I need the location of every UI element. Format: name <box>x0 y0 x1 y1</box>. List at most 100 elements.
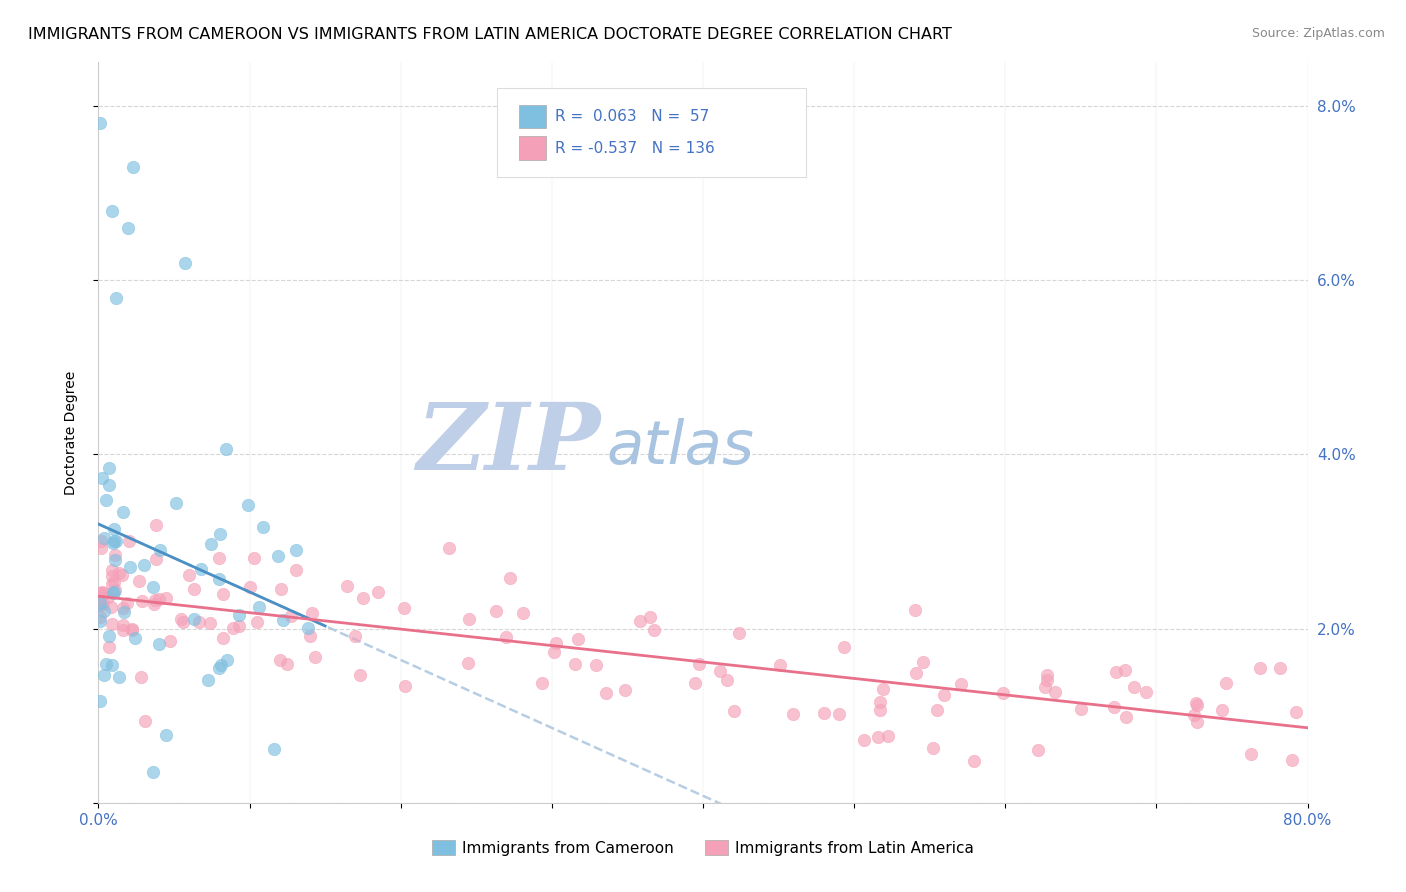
Point <box>89 596 111 610</box>
Point <box>215 653 238 667</box>
Point <box>499 571 522 585</box>
Point <box>93 668 115 682</box>
Point <box>1215 675 1237 690</box>
Point <box>90 471 112 485</box>
Point <box>121 623 143 637</box>
Point <box>270 582 292 596</box>
Point <box>866 730 889 744</box>
Point <box>98 640 121 654</box>
Point <box>134 714 156 729</box>
Point <box>263 741 285 756</box>
Point <box>143 593 166 607</box>
Point <box>200 537 222 551</box>
Point <box>155 728 177 742</box>
Point <box>111 568 134 582</box>
Point <box>212 587 235 601</box>
Point <box>904 666 927 681</box>
Text: ZIP: ZIP <box>416 399 600 489</box>
Point <box>89 586 111 600</box>
Point <box>208 550 231 565</box>
Point <box>208 661 231 675</box>
Point <box>252 520 274 534</box>
Point <box>709 665 731 679</box>
Point <box>922 741 945 756</box>
Point <box>304 649 326 664</box>
Point <box>197 673 219 687</box>
Point <box>567 632 589 647</box>
Point <box>991 686 1014 700</box>
Point <box>159 633 181 648</box>
Point <box>963 754 986 768</box>
Point <box>90 585 112 599</box>
Point <box>115 596 138 610</box>
Point <box>155 591 177 605</box>
Point <box>1281 753 1303 767</box>
Point <box>904 603 927 617</box>
Point <box>236 498 259 512</box>
Point <box>530 676 553 690</box>
Point <box>485 603 508 617</box>
Point <box>1026 742 1049 756</box>
Point <box>869 695 891 709</box>
Point <box>716 673 738 687</box>
Point <box>94 657 117 671</box>
Point <box>1070 702 1092 716</box>
Point <box>97 629 120 643</box>
Point <box>89 610 111 624</box>
Point <box>89 593 111 607</box>
Point <box>209 527 232 541</box>
Point <box>100 203 122 218</box>
Point <box>280 609 302 624</box>
Point <box>932 688 955 702</box>
Point <box>112 617 135 632</box>
Point <box>105 534 128 549</box>
Point <box>343 629 366 643</box>
FancyBboxPatch shape <box>498 88 806 178</box>
Point <box>1036 673 1059 688</box>
Point <box>299 629 322 643</box>
Y-axis label: Doctorate Degree: Doctorate Degree <box>63 370 77 495</box>
Point <box>1284 705 1306 719</box>
Point <box>145 552 167 566</box>
Point <box>949 676 972 690</box>
Point <box>1102 700 1125 714</box>
Point <box>93 531 115 545</box>
Point <box>297 621 319 635</box>
Point <box>103 584 125 599</box>
Point <box>108 670 131 684</box>
Point <box>301 606 323 620</box>
Point <box>872 681 894 696</box>
Point <box>1115 710 1137 724</box>
Point <box>98 461 121 475</box>
Point <box>89 597 111 611</box>
Point <box>349 667 371 681</box>
Point <box>832 640 855 654</box>
Point <box>101 658 124 673</box>
Point <box>276 657 298 672</box>
Point <box>284 543 307 558</box>
Point <box>174 256 197 270</box>
Point <box>209 658 232 673</box>
Point <box>112 505 135 519</box>
Point <box>221 621 243 635</box>
Point <box>630 614 652 628</box>
Point <box>246 615 269 629</box>
FancyBboxPatch shape <box>519 104 546 128</box>
Point <box>911 655 934 669</box>
Point <box>149 543 172 558</box>
Point <box>104 548 127 562</box>
Point <box>90 541 112 555</box>
Point <box>112 605 135 619</box>
Point <box>148 637 170 651</box>
Point <box>495 631 517 645</box>
Point <box>93 586 115 600</box>
Point <box>129 670 152 684</box>
Point <box>121 160 143 174</box>
Point <box>101 568 124 582</box>
Point <box>212 631 235 645</box>
Point <box>1182 708 1205 723</box>
Legend: Immigrants from Cameroon, Immigrants from Latin America: Immigrants from Cameroon, Immigrants fro… <box>426 834 980 862</box>
Point <box>1105 665 1128 679</box>
Point <box>1268 661 1291 675</box>
Point <box>638 609 661 624</box>
